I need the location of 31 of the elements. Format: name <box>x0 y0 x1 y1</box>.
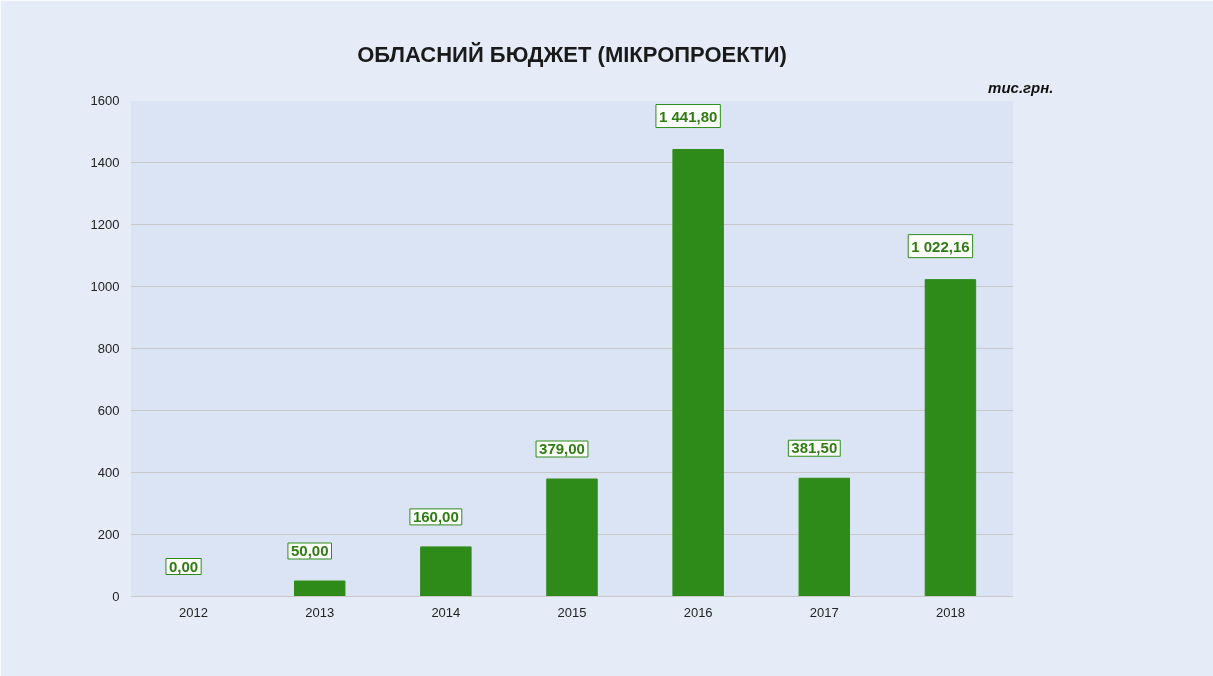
y-tick-label: 1000 <box>90 279 120 294</box>
bar <box>546 478 598 597</box>
x-tick-label: 2014 <box>431 604 461 620</box>
x-tick-label: 2012 <box>179 604 209 620</box>
data-label: 1 441,80 <box>658 107 718 125</box>
y-tick-label: 800 <box>97 341 120 356</box>
bar <box>924 279 977 597</box>
y-tick-label: 0 <box>112 589 120 604</box>
y-tick-label: 600 <box>97 403 120 418</box>
bar <box>293 580 346 597</box>
x-tick-label: 2018 <box>935 604 965 620</box>
chart-title: ОБЛАСНИЙ БЮДЖЕТ (МІКРОПРОЕКТИ) <box>357 41 787 67</box>
bar <box>798 477 851 597</box>
y-tick-label: 1400 <box>90 155 120 170</box>
bar <box>672 149 724 597</box>
text: тис.грн. <box>988 78 1054 96</box>
x-tick-label: 2013 <box>305 604 335 620</box>
data-label: 1 022,16 <box>911 237 970 255</box>
x-tick-label: 2015 <box>557 604 587 620</box>
data-label: 381,50 <box>791 439 838 457</box>
x-tick-label: 2016 <box>683 604 713 620</box>
x-tick-label: 2017 <box>809 604 839 620</box>
bar <box>420 546 472 597</box>
y-tick-label: 1600 <box>90 93 120 108</box>
y-tick-label: 200 <box>97 527 120 542</box>
y-tick-label: 1200 <box>90 217 120 232</box>
data-label: 160,00 <box>412 507 459 525</box>
data-label: 50,00 <box>290 542 329 559</box>
y-tick-label: 400 <box>97 465 120 480</box>
data-label: 0,00 <box>168 557 199 575</box>
data-label: 379,00 <box>539 440 585 458</box>
